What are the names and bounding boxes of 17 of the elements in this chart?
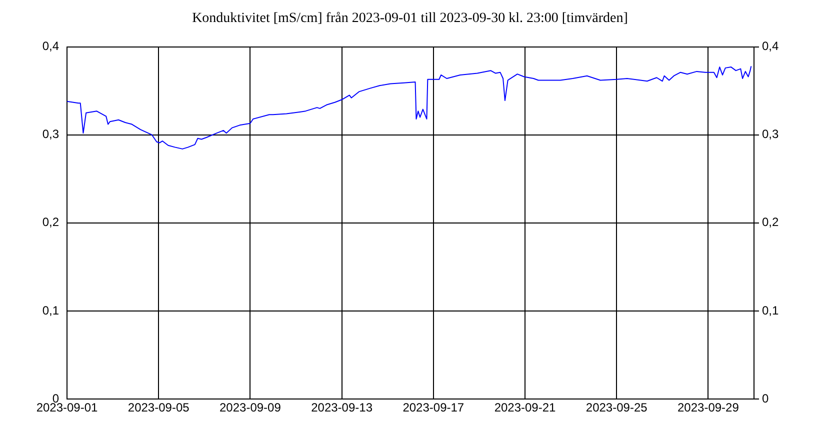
x-tick-label: 2023-09-13 [311,400,373,415]
y2-tick-label: 0,1 [762,303,780,318]
y-tick-label: 0,4 [42,39,60,54]
y-tick-label: 0,2 [42,215,60,230]
x-tick-label: 2023-09-05 [128,400,190,415]
x-tick-label: 2023-09-21 [494,400,556,415]
x-tick-label: 2023-09-09 [220,400,282,415]
y2-tick-label: 0 [762,391,769,406]
chart-title: Konduktivitet [mS/cm] från 2023-09-01 till 2023-09-30 kl. 23:00 [timvärden] [192,11,628,26]
x-tick-label: 2023-09-29 [678,400,740,415]
y2-tick-label: 0,2 [762,215,780,230]
y2-tick-label: 0,4 [762,39,780,54]
x-tick-label: 2023-09-17 [402,400,464,415]
y-tick-label: 0,1 [42,303,60,318]
y-tick-label: 0,3 [42,127,60,142]
x-tick-label: 2023-09-25 [586,400,648,415]
y2-tick-label: 0,3 [762,127,780,142]
